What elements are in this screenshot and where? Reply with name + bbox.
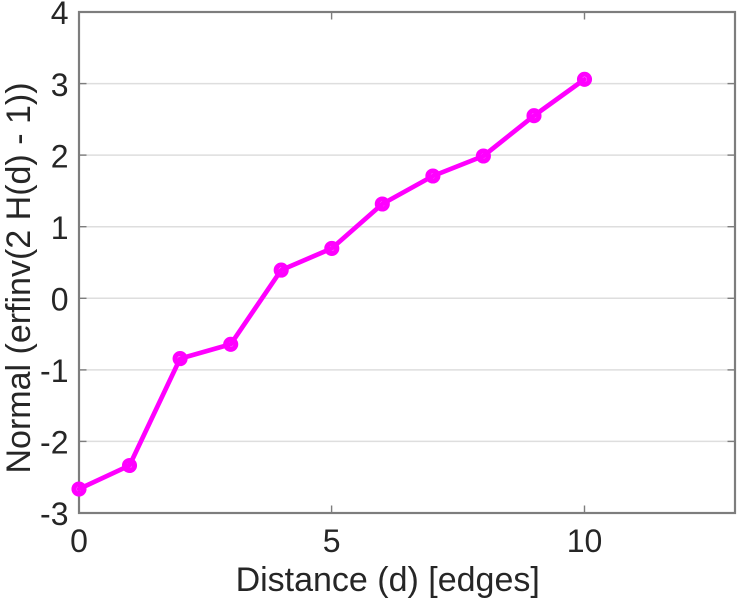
svg-text:-3: -3 [40,496,68,532]
svg-text:-1: -1 [40,353,68,389]
svg-text:0: 0 [70,523,88,559]
svg-text:Normal (erfinv(2 H(d) - 1)): Normal (erfinv(2 H(d) - 1)) [0,82,38,473]
svg-text:4: 4 [51,0,69,31]
svg-text:0: 0 [51,282,69,318]
svg-text:1: 1 [51,210,69,246]
svg-text:3: 3 [51,67,69,103]
svg-text:-2: -2 [40,425,68,461]
svg-text:Distance (d) [edges]: Distance (d) [edges] [236,561,540,599]
svg-text:5: 5 [323,523,341,559]
svg-text:10: 10 [567,523,603,559]
svg-text:2: 2 [51,138,69,174]
